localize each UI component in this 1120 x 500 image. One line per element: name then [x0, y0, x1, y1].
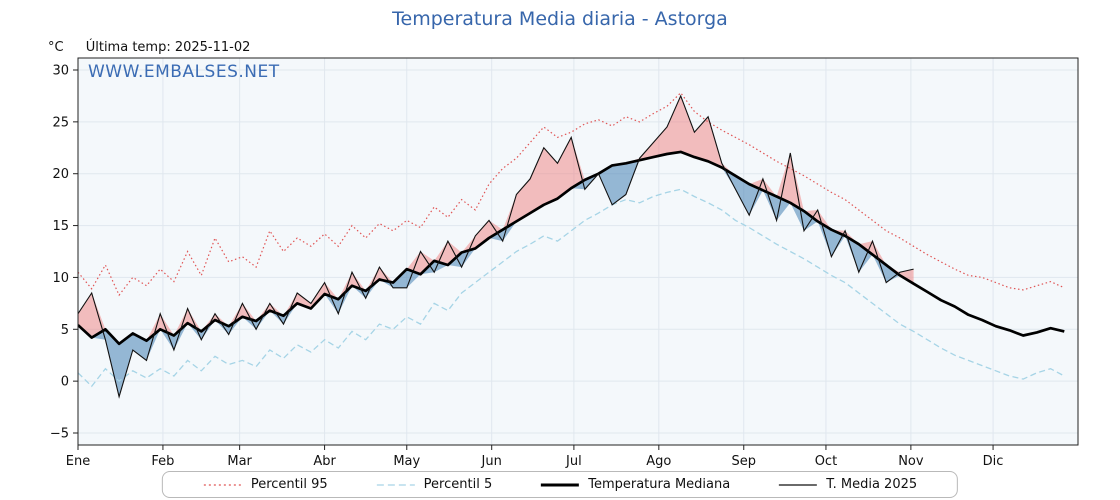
- x-tick-label: Ene: [66, 454, 90, 469]
- fill-above-median: [78, 95, 914, 344]
- legend-item-percentil-5: Percentil 5: [376, 477, 493, 492]
- legend-label: T. Media 2025: [826, 477, 918, 492]
- x-tick-label: Sep: [731, 454, 756, 469]
- x-tick-label: Oct: [815, 454, 837, 469]
- t-media-2025-line-icon: [778, 479, 818, 491]
- x-tick-label: Jul: [565, 454, 582, 469]
- percentil-5-line-icon: [376, 479, 416, 491]
- axis-ticks-labels: 30 25 20 15 10 5 0 −5 Ene Feb Mar Abr May Jun Jul Ago Se…: [50, 64, 1004, 470]
- x-tick-label: Feb: [151, 454, 174, 469]
- temperature-plot: 30 25 20 15 10 5 0 −5 Ene Feb Mar Abr May Jun Jul Ago Se…: [50, 57, 1079, 470]
- y-tick-label: 30: [52, 64, 69, 79]
- series-temperatura-mediana: [78, 150, 1065, 346]
- series-percentil-95: [78, 91, 1065, 297]
- chart-title: Temperatura Media diaria - Astorga: [392, 8, 728, 30]
- x-tick-label: Abr: [313, 454, 336, 469]
- legend-label: Percentil 95: [250, 477, 328, 492]
- y-tick-label: 5: [61, 323, 69, 338]
- legend-item-t-media-2025: T. Media 2025: [778, 477, 917, 492]
- x-tick-label: Dic: [983, 454, 1004, 469]
- series-t-media-2025: [78, 94, 914, 399]
- y-tick-label: −5: [50, 427, 69, 442]
- y-tick-label: 15: [52, 219, 69, 234]
- x-tick-label: Mar: [227, 454, 252, 469]
- last-temp-label: Última temp: 2025-11-02: [85, 40, 251, 55]
- legend: Percentil 95 Percentil 5 Temperatura Med…: [161, 471, 959, 498]
- axes-box: [77, 57, 1079, 446]
- y-axis-unit-label: °C: [48, 40, 64, 55]
- top-labels: °C Última temp: 2025-11-02: [48, 40, 250, 55]
- y-tick-label: 20: [52, 167, 69, 182]
- y-tick-label: 25: [52, 115, 69, 130]
- x-tick-label: Ago: [646, 454, 671, 469]
- x-tick-label: Jun: [481, 454, 502, 469]
- legend-label: Temperatura Mediana: [588, 477, 731, 492]
- percentil-95-line-icon: [203, 479, 243, 491]
- series-percentil-5: [78, 188, 1065, 388]
- plot-background: [78, 58, 1078, 445]
- y-tick-label: 10: [52, 271, 69, 286]
- x-tick-label: Nov: [898, 454, 924, 469]
- x-tick-label: May: [393, 454, 420, 469]
- y-tick-label: 0: [61, 375, 69, 390]
- legend-label: Percentil 5: [423, 477, 493, 492]
- legend-item-percentil-95: Percentil 95: [203, 477, 328, 492]
- mediana-line-icon: [540, 479, 580, 491]
- legend-item-temperatura-mediana: Temperatura Mediana: [540, 477, 730, 492]
- embalses-watermark: WWW.EMBALSES.NET: [88, 62, 280, 82]
